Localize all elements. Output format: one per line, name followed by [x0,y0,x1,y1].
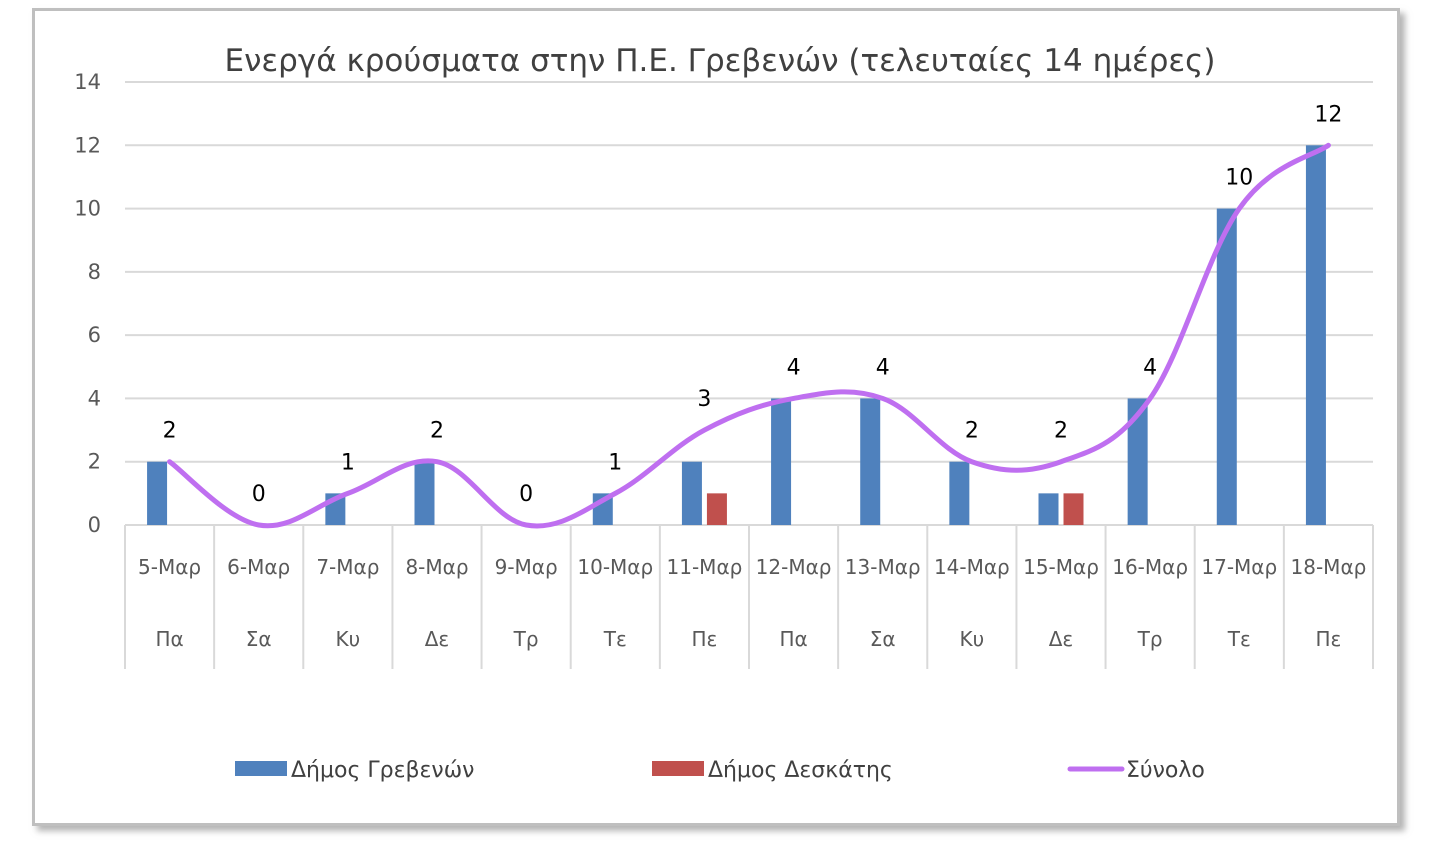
x-tick-label: 10-Μαρ [577,555,653,579]
bar [1063,493,1084,525]
data-label: 2 [163,419,177,444]
data-label: 0 [519,482,533,507]
legend-swatch [235,761,287,776]
x-tick-label: 6-Μαρ [227,555,290,579]
x-tick-label: 9-Μαρ [495,555,558,579]
x-weekday-label: Τε [603,627,627,651]
data-label: 1 [341,450,355,475]
legend-label: Σύνολο [1126,758,1205,783]
x-tick-label: 16-Μαρ [1112,555,1188,579]
total-line [167,142,1331,529]
data-label: 4 [787,355,801,380]
data-label: 4 [876,355,890,380]
x-weekday-label: Πα [155,627,183,651]
bar [1216,208,1237,526]
x-tick-label: 8-Μαρ [405,555,468,579]
data-label: 4 [1143,355,1157,380]
x-tick-label: 18-Μαρ [1291,555,1367,579]
x-tick-label: 15-Μαρ [1023,555,1099,579]
x-weekday-label: Κυ [960,627,985,651]
y-tick-label: 12 [74,133,101,157]
data-label: 3 [697,387,711,412]
data-label: 2 [965,419,979,444]
x-weekday-label: Πε [1315,627,1341,651]
x-tick-label: 12-Μαρ [756,555,832,579]
y-tick-label: 0 [88,513,101,537]
data-label: 2 [1054,419,1068,444]
y-tick-label: 14 [74,70,101,94]
bar [860,398,881,525]
data-label: 2 [430,419,444,444]
x-tick-label: 11-Μαρ [667,555,743,579]
bar [1127,398,1148,525]
y-axis: 0 2 4 6 8 10 12 14 [74,70,101,537]
bars [147,145,1326,526]
y-tick-label: 8 [88,260,101,284]
bar [414,461,435,525]
bar [681,461,702,525]
x-axis: 5-Μαρ Πα 6-Μαρ Σα 7-Μαρ Κυ 8-Μαρ Δε 9-Μαρ Τρ 10-Μα… [124,524,1374,669]
data-label: 12 [1314,102,1342,127]
x-weekday-label: Πα [779,627,807,651]
x-tick-label: 17-Μαρ [1201,555,1277,579]
x-weekday-label: Τρ [513,627,539,651]
y-tick-label: 2 [88,450,101,474]
x-tick-label: 7-Μαρ [316,555,379,579]
x-weekday-label: Τρ [1137,627,1163,651]
x-weekday-label: Σα [870,627,896,651]
data-label: 10 [1225,166,1253,191]
x-weekday-label: Δε [1049,627,1074,651]
y-tick-label: 10 [74,197,101,221]
bar [706,493,727,525]
x-weekday-label: Κυ [336,627,361,651]
data-label: 1 [608,450,622,475]
data-label: 0 [252,482,266,507]
grid [125,81,1373,463]
total-series-line [167,142,1331,529]
legend: Δήμος Γρεβενών Δήμος Δεσκάτης Σύνολο [235,758,1205,783]
x-weekday-label: Πε [691,627,717,651]
bar [771,398,792,525]
legend-swatch [652,761,704,776]
x-weekday-label: Τε [1227,627,1251,651]
bar [147,461,168,525]
y-tick-label: 4 [88,386,101,410]
x-weekday-label: Σα [246,627,272,651]
legend-label: Δήμος Γρεβενών [291,758,474,783]
chart-frame: Ενεργά κρούσματα στην Π.Ε. Γρεβενών (τελ… [32,8,1400,826]
x-weekday-label: Δε [425,627,450,651]
chart: Ενεργά κρούσματα στην Π.Ε. Γρεβενών (τελ… [74,43,1374,783]
x-tick-label: 13-Μαρ [845,555,921,579]
chart-title: Ενεργά κρούσματα στην Π.Ε. Γρεβενών (τελ… [225,43,1216,79]
bar [1038,493,1059,525]
x-tick-label: 14-Μαρ [934,555,1010,579]
bar [1305,145,1326,526]
bar [949,461,970,525]
x-tick-label: 5-Μαρ [138,555,201,579]
y-tick-label: 6 [88,323,101,347]
legend-label: Δήμος Δεσκάτης [708,758,893,783]
